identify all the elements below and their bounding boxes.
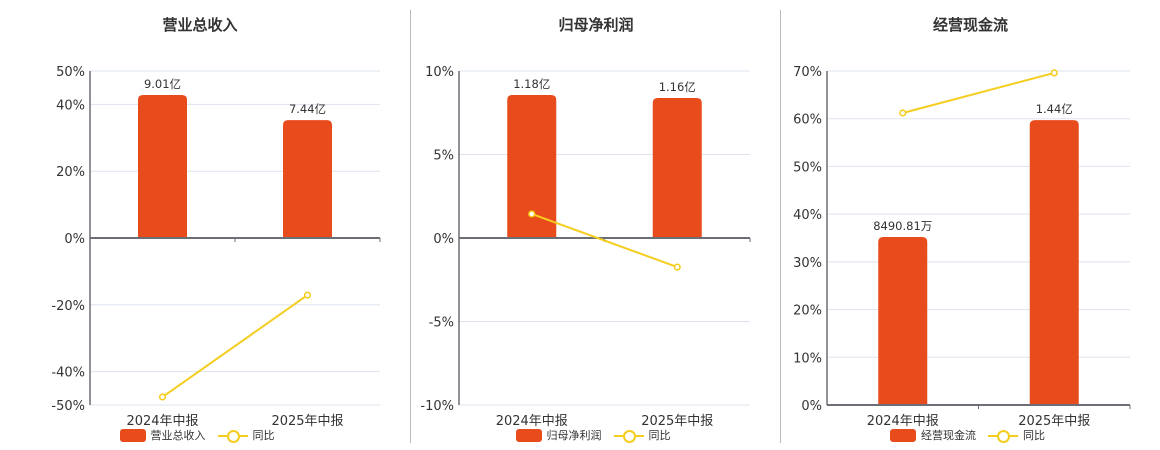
bar-value-label: 7.44亿: [289, 102, 326, 116]
bar-value-label: 8490.81万: [873, 219, 932, 233]
legend-item-yoy[interactable]: 同比: [217, 427, 275, 443]
yoy-line: [161, 294, 309, 398]
y-tick-label: 50%: [793, 160, 822, 175]
yoy-point[interactable]: [673, 263, 681, 271]
y-tick-label: 0%: [64, 232, 85, 247]
legend-label: 同比: [252, 429, 275, 442]
bar[interactable]: [283, 120, 332, 238]
y-tick-label: 10%: [793, 351, 822, 366]
legend-item-yoy[interactable]: 同比: [988, 427, 1045, 443]
chart-panel-net-profit: 归母净利润 10% 5% 0% -5% -10% 1.18亿 1.16亿 2024年中报 202…: [411, 0, 781, 450]
x-category-label: 2025年中报: [1018, 414, 1090, 429]
yoy-line: [902, 71, 1055, 114]
y-tick-label: 0%: [801, 399, 822, 414]
bar-swatch-icon: [119, 428, 146, 442]
x-category-label: 2024年中报: [496, 414, 568, 429]
x-category-label: 2024年中报: [867, 414, 939, 429]
legend-label: 同比: [1023, 429, 1045, 442]
yoy-point[interactable]: [1050, 69, 1058, 77]
y-tick-label: -50%: [51, 399, 85, 414]
x-category-label: 2024年中报: [126, 414, 198, 429]
bar-value-label: 9.01亿: [144, 77, 181, 91]
yoy-point[interactable]: [899, 109, 907, 117]
panel-divider: [780, 10, 781, 443]
chart-legend: 营业总收入 同比: [0, 427, 400, 443]
y-tick-label: 70%: [793, 65, 822, 80]
y-tick-label: 20%: [793, 304, 822, 319]
chart-title: 经营现金流: [932, 16, 1008, 34]
chart-legend: 经营现金流 同比: [781, 427, 1160, 443]
yoy-point[interactable]: [158, 393, 167, 401]
y-tick-label: -40%: [51, 366, 85, 381]
y-tick-label: 20%: [56, 165, 85, 180]
chart-plot: 10% 5% 0% -5% -10% 1.18亿 1.16亿 2024年中报 2025年中报: [420, 65, 751, 429]
bar-value-label: 1.16亿: [659, 80, 696, 94]
bar[interactable]: [507, 95, 557, 238]
bar[interactable]: [878, 237, 928, 405]
line-marker-icon: [988, 429, 1018, 443]
legend-item-bar[interactable]: 经营现金流: [890, 427, 976, 443]
yoy-point[interactable]: [528, 210, 536, 218]
bar-value-label: 1.44亿: [1036, 102, 1073, 116]
y-tick-label: 60%: [793, 113, 822, 128]
legend-label: 归母净利润: [546, 429, 602, 442]
chart-plot: 70% 60% 50% 40% 30% 20% 10% 0% 8490.81万 1.44亿 2024…: [793, 65, 1131, 429]
chart-panel-operating-cash-flow: 经营现金流 70% 60% 50% 40% 30% 20% 10% 0% 8490.81万 1.4…: [781, 0, 1160, 450]
bar-value-label: 1.18亿: [513, 77, 550, 91]
x-category-label: 2025年中报: [271, 414, 343, 429]
y-tick-label: 30%: [793, 256, 822, 271]
y-tick-label: -5%: [429, 316, 454, 331]
chart-title: 营业总收入: [162, 16, 238, 34]
chart-title: 归母净利润: [558, 16, 634, 34]
chart-panel-revenue: 营业总收入 50% 40% 20% 0% -20% -40% -50% 9.01亿 7.44亿 2…: [0, 0, 400, 450]
bar[interactable]: [138, 95, 187, 238]
line-marker-icon: [613, 429, 644, 443]
yoy-point[interactable]: [303, 291, 312, 299]
y-tick-label: 50%: [56, 65, 85, 80]
y-tick-label: 0%: [433, 232, 454, 247]
yoy-line: [531, 213, 678, 268]
legend-item-bar[interactable]: 营业总收入: [119, 427, 206, 443]
legend-label: 经营现金流: [921, 429, 976, 442]
y-tick-label: 10%: [425, 65, 454, 80]
bar[interactable]: [1029, 120, 1079, 405]
x-category-label: 2025年中报: [641, 414, 713, 429]
line-marker-icon: [217, 429, 248, 443]
chart-legend: 归母净利润 同比: [411, 427, 781, 443]
bar[interactable]: [652, 98, 702, 238]
y-tick-label: 40%: [56, 98, 85, 113]
chart-plot: 50% 40% 20% 0% -20% -40% -50% 9.01亿 7.44亿 2024年中报…: [51, 65, 381, 429]
y-tick-label: 40%: [793, 208, 822, 223]
legend-item-yoy[interactable]: 同比: [613, 427, 671, 443]
y-tick-label: -20%: [51, 299, 85, 314]
bar-swatch-icon: [515, 428, 542, 442]
y-tick-label: -10%: [420, 399, 454, 414]
bar-swatch-icon: [890, 428, 916, 442]
legend-label: 同比: [648, 429, 671, 442]
panel-divider: [410, 10, 411, 443]
legend-label: 营业总收入: [150, 429, 206, 442]
y-tick-label: 5%: [433, 149, 454, 164]
legend-item-bar[interactable]: 归母净利润: [515, 427, 602, 443]
